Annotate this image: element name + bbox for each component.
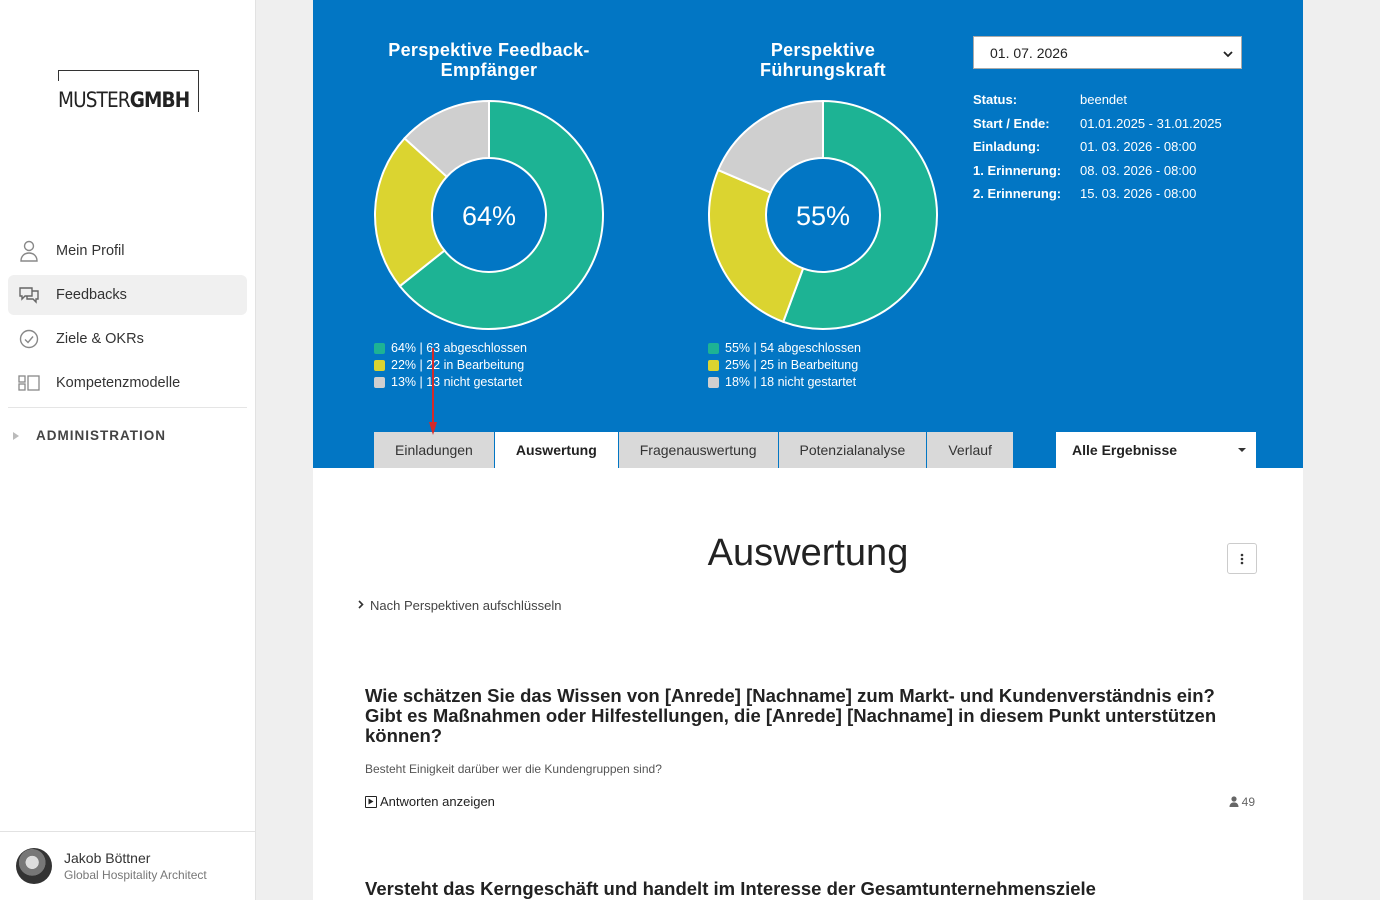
date-select-value: 01. 07. 2026 [990,44,1068,61]
chevron-down-icon [1223,45,1233,61]
admin-section-toggle[interactable]: ADMINISTRATION [13,428,166,443]
nav-label: Kompetenzmodelle [56,375,181,391]
user-name: Jakob Böttner [64,850,151,866]
nav-item-feedbacks[interactable]: Feedbacks [8,275,247,315]
feedback-overview: Perspektive Feedback-Empfänger 64% 64% |… [313,0,1303,468]
tab-bar: Einladungen Auswertung Fragenauswertung … [374,432,1014,468]
legend-item: 55% | 54 abgeschlossen [708,340,861,357]
kebab-icon [1240,553,1244,564]
donut-slice-in-Bearbeitung [708,168,805,324]
response-count: 49 [1229,795,1255,809]
admin-label: ADMINISTRATION [36,428,166,443]
donut-chart-manager: 55% [708,99,938,330]
donut-chart-recipients: 64% [374,99,604,330]
legend-item: 25% | 25 in Bearbeitung [708,357,861,374]
chart-title-recipients: Perspektive Feedback-Empfänger [388,40,590,80]
results-filter-select[interactable]: Alle Ergebnisse [1056,432,1256,468]
user-role: Global Hospitality Architect [64,868,207,882]
company-logo[interactable]: MUSTERGMBH [58,70,199,112]
grid-icon [18,372,40,394]
caret-right-icon [13,431,19,440]
question-item: Wie schätzen Sie das Wissen von [Anrede]… [365,686,1255,809]
show-answers-label: Antworten anzeigen [380,794,495,809]
info-row: Start / Ende: 01.01.2025 - 31.01.2025 [973,115,1222,131]
caret-down-icon [1238,448,1246,452]
legend-item: 22% | 22 in Bearbeitung [374,357,527,374]
status-info: Status: beendet Start / Ende: 01.01.2025 -… [973,88,1222,206]
user-icon [1229,796,1239,807]
donut-center-label: 55% [796,201,850,231]
date-select[interactable]: 01. 07. 2026 [973,36,1242,69]
nav-label: Ziele & OKRs [56,331,144,347]
tab-potential-analysis[interactable]: Potenzialanalyse [778,432,927,468]
nav-label: Mein Profil [56,243,125,259]
chart-title-manager: Perspektive Führungskraft [760,40,886,80]
breakdown-by-perspective-toggle[interactable]: Nach Perspektiven aufschlüsseln [358,598,562,613]
legend-item: 13% | 13 nicht gestartet [374,374,527,391]
legend-manager: 55% | 54 abgeschlossen 25% | 25 in Bearb… [708,340,861,391]
question-subtitle: Besteht Einigkeit darüber wer die Kunden… [365,762,662,776]
tab-question-evaluation[interactable]: Fragenauswertung [618,432,778,468]
more-options-button[interactable] [1227,543,1257,574]
info-row: Status: beendet [973,92,1127,108]
donut-slice-abgeschlossen [781,99,938,330]
tab-history[interactable]: Verlauf [927,432,1013,468]
annotation-arrow [429,348,437,435]
donut-slice-nicht-gestartet [403,99,490,179]
show-answers-button[interactable]: Antworten anzeigen [365,794,495,809]
user-profile[interactable]: Jakob Böttner Global Hospitality Archite… [0,831,255,900]
legend-recipients: 64% | 63 abgeschlossen 22% | 22 in Bearb… [374,340,527,391]
question-item: Versteht das Kerngeschäft und handelt im… [365,879,1255,899]
user-icon [18,240,40,262]
donut-slice-abgeschlossen [398,99,604,330]
nav-item-profile[interactable]: Mein Profil [8,231,247,271]
main-content: Perspektive Feedback-Empfänger 64% 64% |… [313,0,1303,900]
play-square-icon [365,795,377,808]
nav-label: Feedbacks [56,287,127,303]
nav-item-competency-models[interactable]: Kompetenzmodelle [8,363,247,403]
sidebar: MUSTERGMBH Mein Profil Feedbacks Ziele &… [0,0,256,900]
question-title: Versteht das Kerngeschäft und handelt im… [365,878,1096,899]
nav-divider [8,407,247,408]
info-row: Einladung: 01. 03. 2026 - 08:00 [973,139,1197,155]
donut-slice-nicht-gestartet [716,99,824,194]
avatar [16,848,52,884]
legend-item: 18% | 18 nicht gestartet [708,374,861,391]
tab-invitations[interactable]: Einladungen [374,432,494,468]
legend-item: 64% | 63 abgeschlossen [374,340,527,357]
chevron-right-icon [358,599,364,612]
donut-center-label: 64% [462,201,516,231]
donut-slice-in-Bearbeitung [374,136,449,288]
main-nav: Mein Profil Feedbacks Ziele & OKRs Kompe… [8,231,247,408]
page-title: Auswertung [707,532,909,574]
info-row: 1. Erinnerung: 08. 03. 2026 - 08:00 [973,162,1197,178]
results-filter-value: Alle Ergebnisse [1072,442,1178,458]
nav-item-goals[interactable]: Ziele & OKRs [8,319,247,359]
chat-bubbles-icon [18,284,40,306]
question-title: Wie schätzen Sie das Wissen von [Anrede]… [365,685,1217,746]
tab-evaluation[interactable]: Auswertung [494,432,618,468]
info-row: 2. Erinnerung: 15. 03. 2026 - 08:00 [973,186,1197,202]
check-circle-icon [18,328,40,350]
breakdown-label: Nach Perspektiven aufschlüsseln [370,598,562,613]
